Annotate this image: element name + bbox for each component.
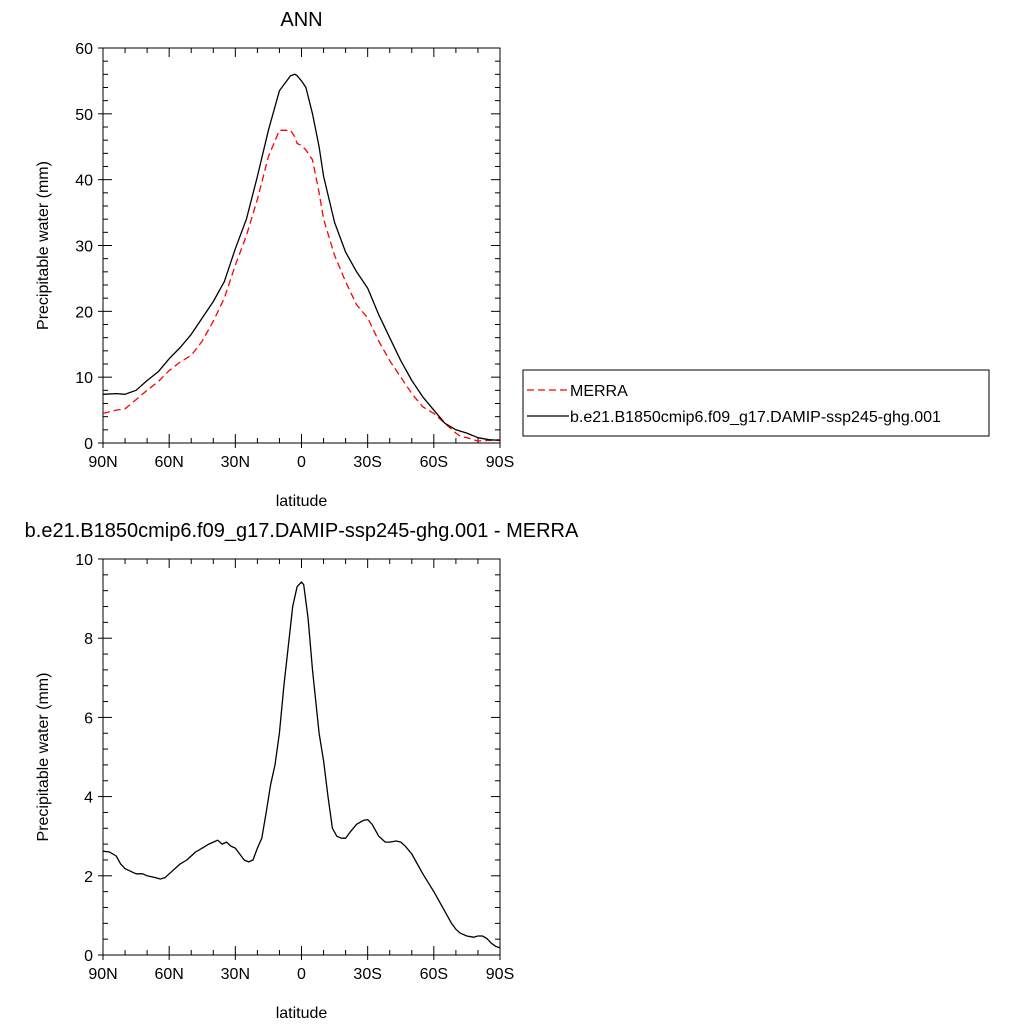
x-tick-label: 90N bbox=[88, 454, 117, 471]
x-tick-label: 30N bbox=[221, 966, 250, 983]
y-tick-label: 20 bbox=[75, 304, 93, 321]
y-tick-label: 0 bbox=[84, 948, 93, 965]
x-tick-label: 30S bbox=[353, 966, 381, 983]
top-chart-annual: ANN 0 10 20 30 40 50 60 90N 60N 30N 0 30S 60S 90S latit… bbox=[35, 9, 990, 510]
x-tick-label: 0 bbox=[297, 454, 306, 471]
legend-box bbox=[522, 369, 990, 437]
plot-frame bbox=[102, 558, 501, 956]
y-tick-label: 10 bbox=[75, 370, 93, 387]
series-line-1 bbox=[102, 581, 501, 949]
x-axis-label: latitude bbox=[276, 493, 328, 510]
y-tick-label: 4 bbox=[84, 790, 93, 807]
x-tick-label: 90S bbox=[486, 454, 514, 471]
y-tick-label: 6 bbox=[84, 710, 93, 727]
chart-title: b.e21.B1850cmip6.f09_g17.DAMIP-ssp245-gh… bbox=[25, 520, 579, 542]
x-axis-label: latitude bbox=[276, 1005, 328, 1022]
x-tick-label: 60N bbox=[154, 966, 183, 983]
x-tick-label: 0 bbox=[297, 966, 306, 983]
legend-label: MERRA bbox=[570, 383, 628, 400]
x-tick-label: 30N bbox=[221, 454, 250, 471]
x-tick-label: 90N bbox=[88, 966, 117, 983]
series-line-1 bbox=[102, 129, 501, 442]
y-tick-label: 10 bbox=[75, 552, 93, 569]
bottom-chart-difference: b.e21.B1850cmip6.f09_g17.DAMIP-ssp245-gh… bbox=[25, 520, 579, 1022]
x-tick-label: 30S bbox=[353, 454, 381, 471]
legend-label: b.e21.B1850cmip6.f09_g17.DAMIP-ssp245-gh… bbox=[570, 409, 941, 426]
y-axis-label: Precipitable water (mm) bbox=[35, 673, 52, 842]
x-tick-label: 90S bbox=[486, 966, 514, 983]
y-tick-label: 30 bbox=[75, 239, 93, 256]
y-tick-label: 8 bbox=[84, 631, 93, 648]
y-tick-label: 60 bbox=[75, 41, 93, 58]
x-tick-label: 60S bbox=[420, 454, 448, 471]
x-tick-label: 60S bbox=[420, 966, 448, 983]
y-tick-label: 40 bbox=[75, 173, 93, 190]
plot-frame bbox=[102, 47, 501, 444]
series-line-2 bbox=[102, 73, 501, 442]
y-tick-label: 0 bbox=[84, 436, 93, 453]
y-tick-label: 2 bbox=[84, 869, 93, 886]
x-tick-label: 60N bbox=[154, 454, 183, 471]
y-tick-label: 50 bbox=[75, 107, 93, 124]
y-axis-label: Precipitable water (mm) bbox=[35, 161, 52, 330]
chart-title: ANN bbox=[280, 9, 322, 31]
